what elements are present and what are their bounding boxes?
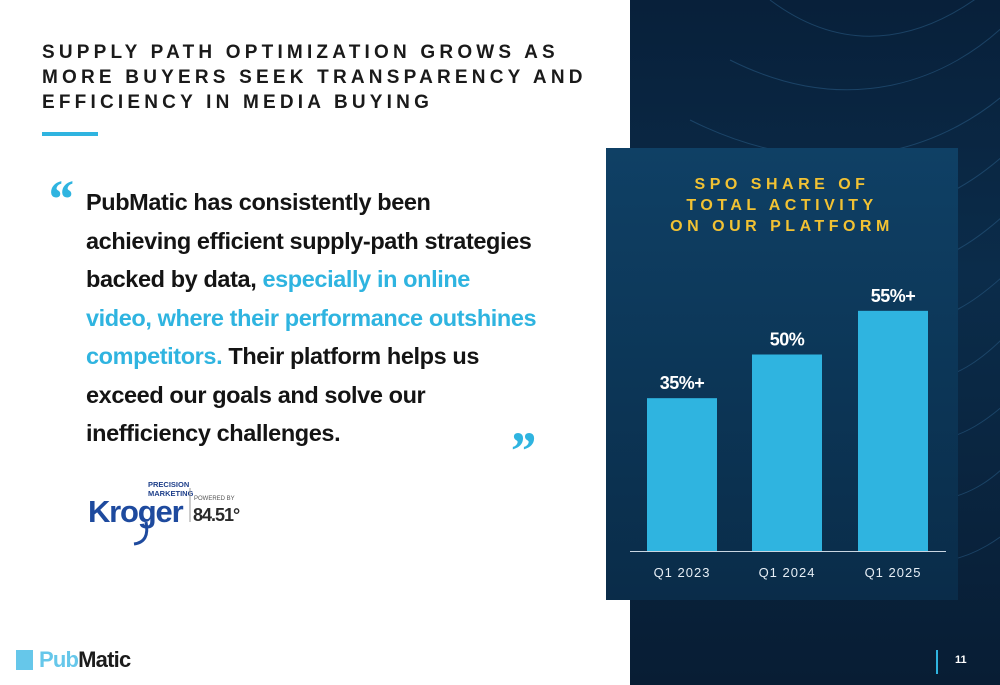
headline-line-2: MORE BUYERS SEEK TRANSPARENCY AND <box>42 67 587 88</box>
quote-text-part-1: PubMatic has consistently been achieving… <box>86 189 532 292</box>
kroger-tag-line-1: PRECISION <box>148 480 189 489</box>
kroger-tag-line-2: MARKETING <box>148 489 194 498</box>
testimonial-quote: PubMatic has consistently been achieving… <box>86 183 541 453</box>
chart-title-line-2: TOTAL ACTIVITY <box>686 197 878 214</box>
bar-q1-2023 <box>647 398 717 551</box>
data-label-q1-2024: 50% <box>770 330 805 350</box>
chart-title: SPO SHARE OF TOTAL ACTIVITY ON OUR PLATF… <box>606 174 958 237</box>
data-label-q1-2025: 55%+ <box>871 286 916 306</box>
chart-title-line-3: ON OUR PLATFORM <box>670 218 894 235</box>
pubmatic-logo-pub: Pub <box>39 647 79 672</box>
x-tick-label-q1-2023: Q1 2023 <box>654 565 711 580</box>
kroger-powered-by: POWERED BY <box>194 496 235 502</box>
x-tick-label-q1-2025: Q1 2025 <box>865 565 922 580</box>
headline-line-3: EFFICIENCY IN MEDIA BUYING <box>42 92 434 113</box>
page-number: 11 <box>955 654 967 666</box>
headline-accent-bar <box>42 132 98 136</box>
kroger-precision-marketing-logo: PRECISION MARKETING Kroger POWERED BY 84… <box>88 480 241 546</box>
kroger-partner: 84.51° <box>193 505 240 525</box>
chart-card: SPO SHARE OF TOTAL ACTIVITY ON OUR PLATF… <box>606 148 958 600</box>
headline-line-1: SUPPLY PATH OPTIMIZATION GROWS AS <box>42 42 559 63</box>
kroger-wordmark: Kroger <box>88 494 184 529</box>
pubmatic-logo: PubMatic <box>16 647 131 673</box>
x-tick-label-q1-2024: Q1 2024 <box>759 565 816 580</box>
pubmatic-logo-matic: Matic <box>78 647 131 672</box>
slide-headline: SUPPLY PATH OPTIMIZATION GROWS AS MORE B… <box>42 40 622 115</box>
data-label-q1-2023: 35%+ <box>660 373 705 393</box>
open-quote-icon: “ <box>46 169 73 229</box>
pubmatic-square-icon <box>16 650 33 670</box>
close-quote-icon: ” <box>508 421 535 481</box>
spo-bar-chart: 35%+ Q1 2023 50% Q1 2024 55%+ Q1 2025 <box>630 286 946 580</box>
page-number-divider <box>936 650 938 674</box>
bar-q1-2025 <box>858 310 928 551</box>
bar-q1-2024 <box>752 354 822 551</box>
quote-highlight: especially in online video, where their … <box>86 266 537 369</box>
chart-title-line-1: SPO SHARE OF <box>694 176 870 193</box>
quote-text-part-2: Their platform helps us exceed our goals… <box>86 343 480 446</box>
